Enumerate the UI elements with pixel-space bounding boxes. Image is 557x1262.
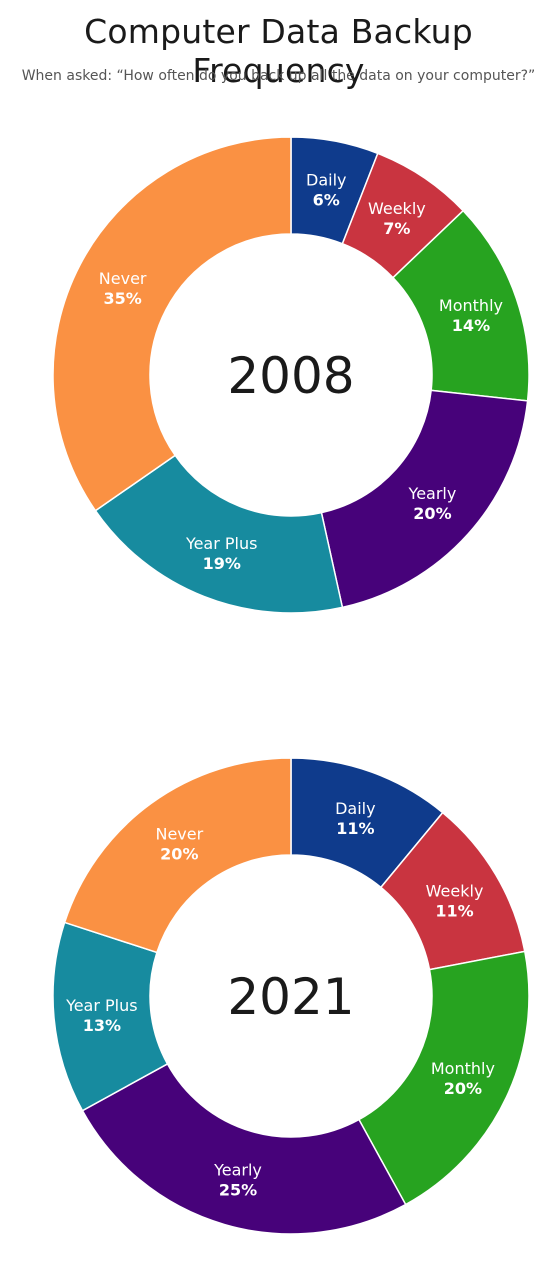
- slice-value-weekly: 11%: [435, 901, 473, 920]
- slice-label-yearly: Yearly: [408, 484, 457, 503]
- slice-value-never: 20%: [160, 844, 198, 863]
- slice-label-year-plus: Year Plus: [65, 996, 138, 1015]
- donut-slice-never: [63, 757, 292, 954]
- donut-slice-year-plus: [94, 454, 344, 614]
- page-subtitle: When asked: “How often do you back up al…: [21, 68, 536, 84]
- donut-slice-never: [52, 136, 292, 512]
- slice-value-yearly: 25%: [219, 1180, 257, 1199]
- slice-label-year-plus: Year Plus: [185, 534, 258, 553]
- slice-value-daily: 6%: [313, 190, 340, 209]
- slice-value-yearly: 20%: [413, 504, 451, 523]
- slice-label-monthly: Monthly: [439, 296, 503, 315]
- slice-label-daily: Daily: [335, 799, 375, 818]
- donut-slice-monthly: [357, 950, 530, 1206]
- slice-value-monthly: 20%: [444, 1079, 482, 1098]
- slice-label-weekly: Weekly: [426, 881, 484, 900]
- donut-slice-yearly: [81, 1062, 407, 1235]
- donut-slice-yearly: [320, 389, 529, 609]
- slice-label-yearly: Yearly: [213, 1160, 262, 1179]
- slice-label-monthly: Monthly: [431, 1059, 495, 1078]
- slice-label-weekly: Weekly: [368, 199, 426, 218]
- slice-value-weekly: 7%: [383, 219, 410, 238]
- slice-label-never: Never: [155, 824, 203, 843]
- donut-center-label: 2008: [227, 347, 354, 405]
- donut-chart-second: Daily11%Weekly11%Monthly20%Yearly25%Year…: [52, 757, 530, 1235]
- page-title: Computer Data Backup Frequency: [84, 12, 473, 90]
- slice-label-daily: Daily: [306, 170, 346, 189]
- slice-value-monthly: 14%: [452, 316, 490, 335]
- slice-value-never: 35%: [104, 289, 142, 308]
- slice-value-year-plus: 19%: [203, 554, 241, 573]
- slice-value-year-plus: 13%: [83, 1016, 121, 1035]
- slice-label-never: Never: [99, 269, 147, 288]
- donut-center-label: 2021: [227, 968, 354, 1026]
- slice-value-daily: 11%: [336, 819, 374, 838]
